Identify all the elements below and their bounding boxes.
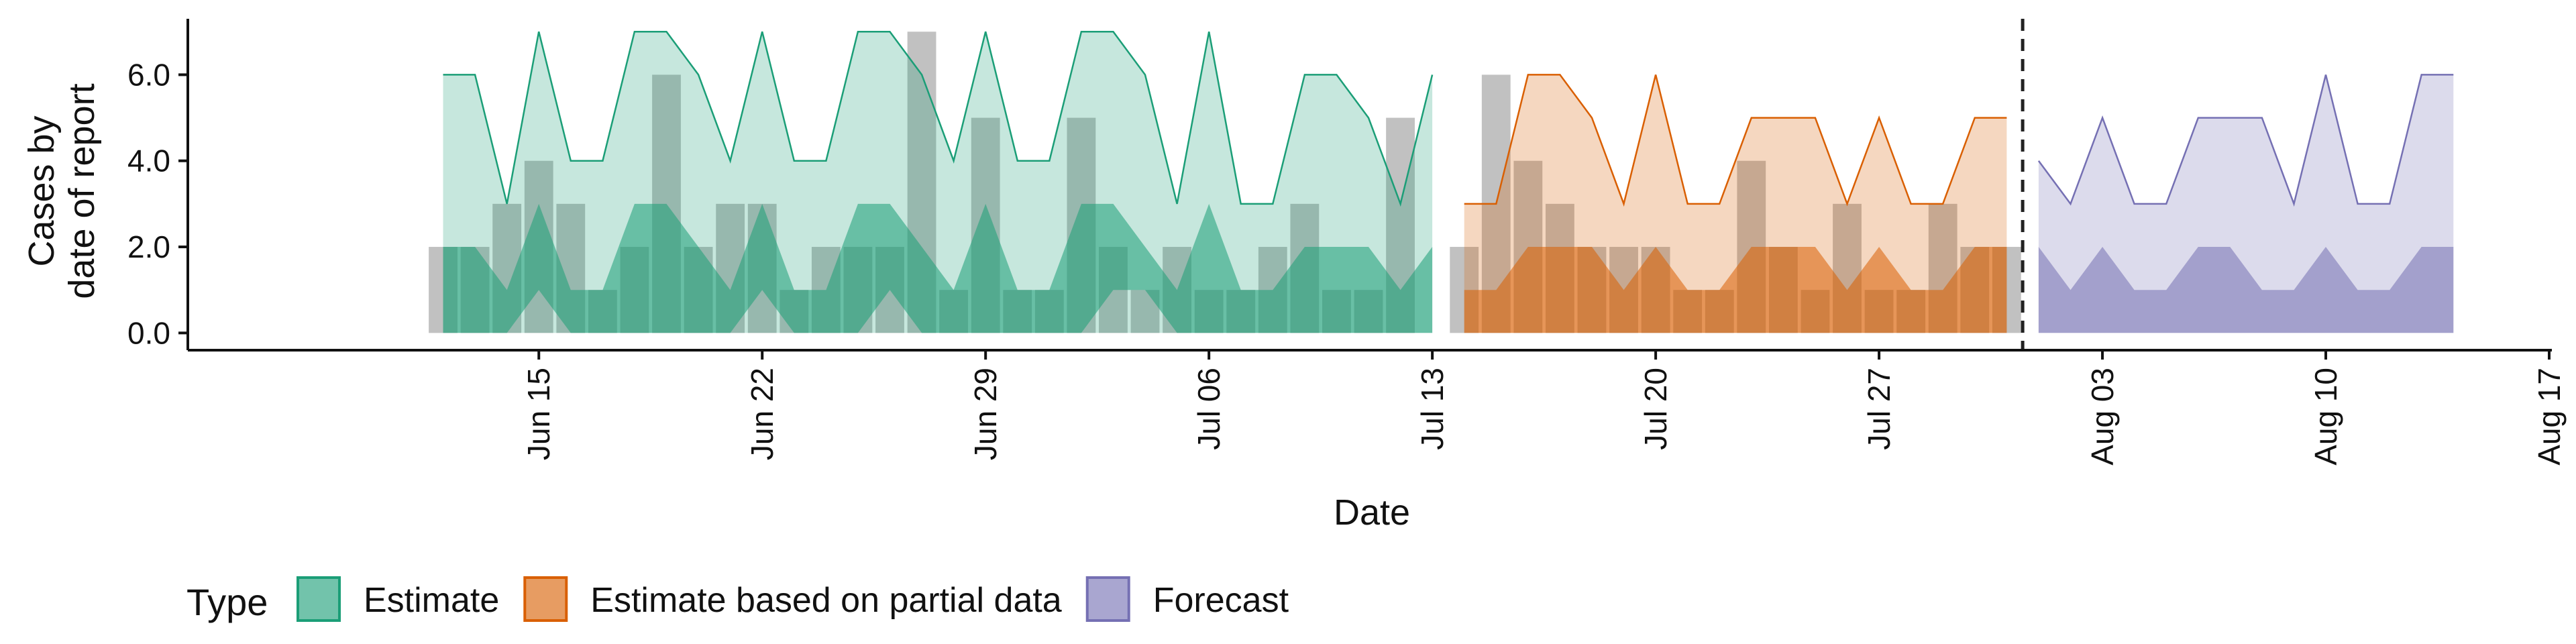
- legend-swatch: [523, 576, 568, 622]
- x-tick-label: Jul 13: [1415, 368, 1450, 450]
- legend-item-forecast: Forecast: [1085, 576, 1289, 622]
- legend-item-estimate: Estimate: [297, 576, 499, 622]
- estimate-based-on-partial-data-upper-line: [1464, 74, 2007, 207]
- y-tick-label: 2.0: [127, 229, 170, 264]
- legend-label: Forecast: [1153, 581, 1289, 620]
- legend-item-estimate-based-on-partial-data: Estimate based on partial data: [523, 576, 1062, 622]
- legend: Type Estimate Estimate based on partial d…: [186, 576, 1289, 623]
- x-tick-label: Jul 27: [1862, 368, 1896, 450]
- forecast-upper-line: [2037, 74, 2454, 207]
- estimate-based-on-partial-data-inner-band: [1464, 247, 2007, 333]
- x-tick-label: Jun 29: [968, 368, 1003, 460]
- x-axis-title: Date: [1334, 492, 1410, 533]
- x-tick-label: Aug 10: [2308, 368, 2343, 466]
- x-tick-label: Aug 17: [2532, 368, 2567, 466]
- legend-label: Estimate: [364, 581, 499, 620]
- axes: Jun 15 Jun 22 Jun 29 Jul 06 Jul 13 Jul 20 Jul …: [127, 19, 2567, 466]
- y-axis-title: Cases by date of report: [21, 83, 102, 299]
- y-tick-label: 4.0: [127, 144, 170, 178]
- y-tick-label: 0.0: [127, 315, 170, 350]
- y-axis-title-line-2: date of report: [62, 83, 102, 299]
- x-axis-ticks: Jun 15 Jun 22 Jun 29 Jul 06 Jul 13 Jul 20 Jul …: [521, 350, 2567, 466]
- x-tick-label: Aug 03: [2085, 368, 2120, 466]
- y-axis-ticks: 0.0 2.0 4.0 6.0: [127, 57, 188, 350]
- estimate-inner-band: [443, 203, 1433, 333]
- x-tick-label: Jul 06: [1191, 368, 1226, 450]
- x-tick-label: Jun 22: [745, 368, 780, 460]
- estimate-ribbons: [443, 30, 2454, 333]
- legend-title: Type: [186, 581, 268, 623]
- estimate-upper-line: [443, 30, 1434, 207]
- legend-label: Estimate based on partial data: [590, 581, 1062, 620]
- x-tick-label: Jun 15: [521, 368, 556, 460]
- forecast-inner-band: [2038, 247, 2454, 333]
- legend-swatch: [297, 576, 341, 622]
- legend-swatch: [1085, 576, 1130, 622]
- y-axis-title-line-1: Cases by: [21, 115, 62, 266]
- forecast-outer-band: [2038, 74, 2454, 333]
- legend-items: Estimate Estimate based on partial data Fo…: [297, 576, 1289, 622]
- x-tick-label: Jul 20: [1638, 368, 1673, 450]
- y-tick-label: 6.0: [127, 57, 170, 92]
